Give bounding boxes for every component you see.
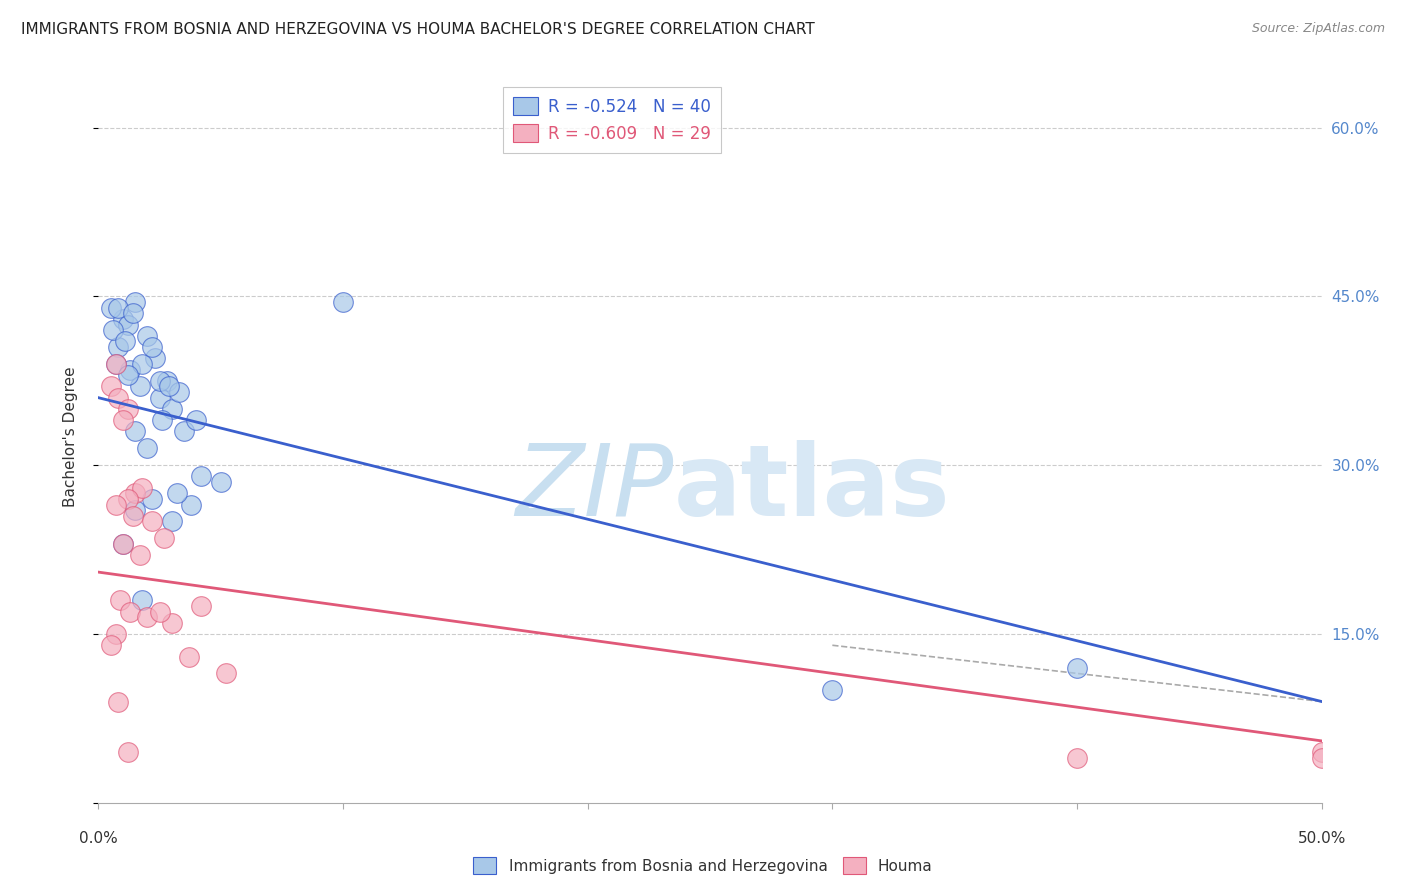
Point <box>141 340 163 354</box>
Point <box>117 318 139 332</box>
Point <box>114 334 136 349</box>
Point <box>1310 745 1333 759</box>
Point <box>131 481 153 495</box>
Point <box>124 486 146 500</box>
Point <box>107 391 129 405</box>
Point <box>143 351 166 366</box>
Point <box>111 537 134 551</box>
Point <box>111 537 134 551</box>
Point <box>141 491 163 506</box>
Point <box>1066 751 1088 765</box>
Point <box>149 605 172 619</box>
Point <box>124 295 146 310</box>
Point <box>120 362 142 376</box>
Point <box>1310 751 1333 765</box>
Point <box>160 515 183 529</box>
Point <box>149 391 172 405</box>
Text: atlas: atlas <box>673 440 950 537</box>
Point <box>167 385 190 400</box>
Y-axis label: Bachelor's Degree: Bachelor's Degree <box>63 367 77 508</box>
Text: IMMIGRANTS FROM BOSNIA AND HERZEGOVINA VS HOUMA BACHELOR'S DEGREE CORRELATION CH: IMMIGRANTS FROM BOSNIA AND HERZEGOVINA V… <box>21 22 815 37</box>
Point <box>111 312 134 326</box>
Point <box>149 374 172 388</box>
Point <box>104 357 127 371</box>
Point <box>1066 661 1088 675</box>
Point <box>121 306 143 320</box>
Point <box>129 548 152 562</box>
Point <box>107 340 129 354</box>
Point <box>209 475 232 489</box>
Point <box>104 357 127 371</box>
Text: 0.0%: 0.0% <box>79 831 118 846</box>
Point <box>117 491 139 506</box>
Point <box>104 498 127 512</box>
Point <box>100 638 122 652</box>
Point <box>190 599 212 613</box>
Point <box>136 442 159 456</box>
Point <box>166 486 188 500</box>
Point <box>100 301 122 315</box>
Text: 50.0%: 50.0% <box>1298 831 1346 846</box>
Point <box>100 379 122 393</box>
Point <box>150 413 173 427</box>
Point <box>107 301 129 315</box>
Point <box>332 295 354 310</box>
Point <box>141 515 163 529</box>
Point <box>821 683 844 698</box>
Point <box>157 379 180 393</box>
Legend: Immigrants from Bosnia and Herzegovina, Houma: Immigrants from Bosnia and Herzegovina, … <box>467 851 939 880</box>
Point <box>160 401 183 416</box>
Point <box>156 374 179 388</box>
Point <box>101 323 124 337</box>
Point <box>153 532 176 546</box>
Point <box>131 593 153 607</box>
Legend: R = -0.524   N = 40, R = -0.609   N = 29: R = -0.524 N = 40, R = -0.609 N = 29 <box>503 87 721 153</box>
Point <box>160 615 183 630</box>
Point <box>124 425 146 439</box>
Point <box>117 745 139 759</box>
Point <box>124 503 146 517</box>
Point <box>136 610 159 624</box>
Point <box>111 413 134 427</box>
Point <box>136 328 159 343</box>
Point <box>177 649 200 664</box>
Point <box>190 469 212 483</box>
Point <box>131 357 153 371</box>
Point <box>173 425 195 439</box>
Point <box>104 627 127 641</box>
Text: Source: ZipAtlas.com: Source: ZipAtlas.com <box>1251 22 1385 36</box>
Point <box>117 401 139 416</box>
Point <box>110 593 132 607</box>
Point <box>120 605 142 619</box>
Text: ZIP: ZIP <box>515 440 673 537</box>
Point <box>180 498 202 512</box>
Point <box>121 508 143 523</box>
Point <box>117 368 139 383</box>
Point <box>186 413 208 427</box>
Point <box>107 694 129 708</box>
Point <box>129 379 152 393</box>
Point <box>214 666 236 681</box>
